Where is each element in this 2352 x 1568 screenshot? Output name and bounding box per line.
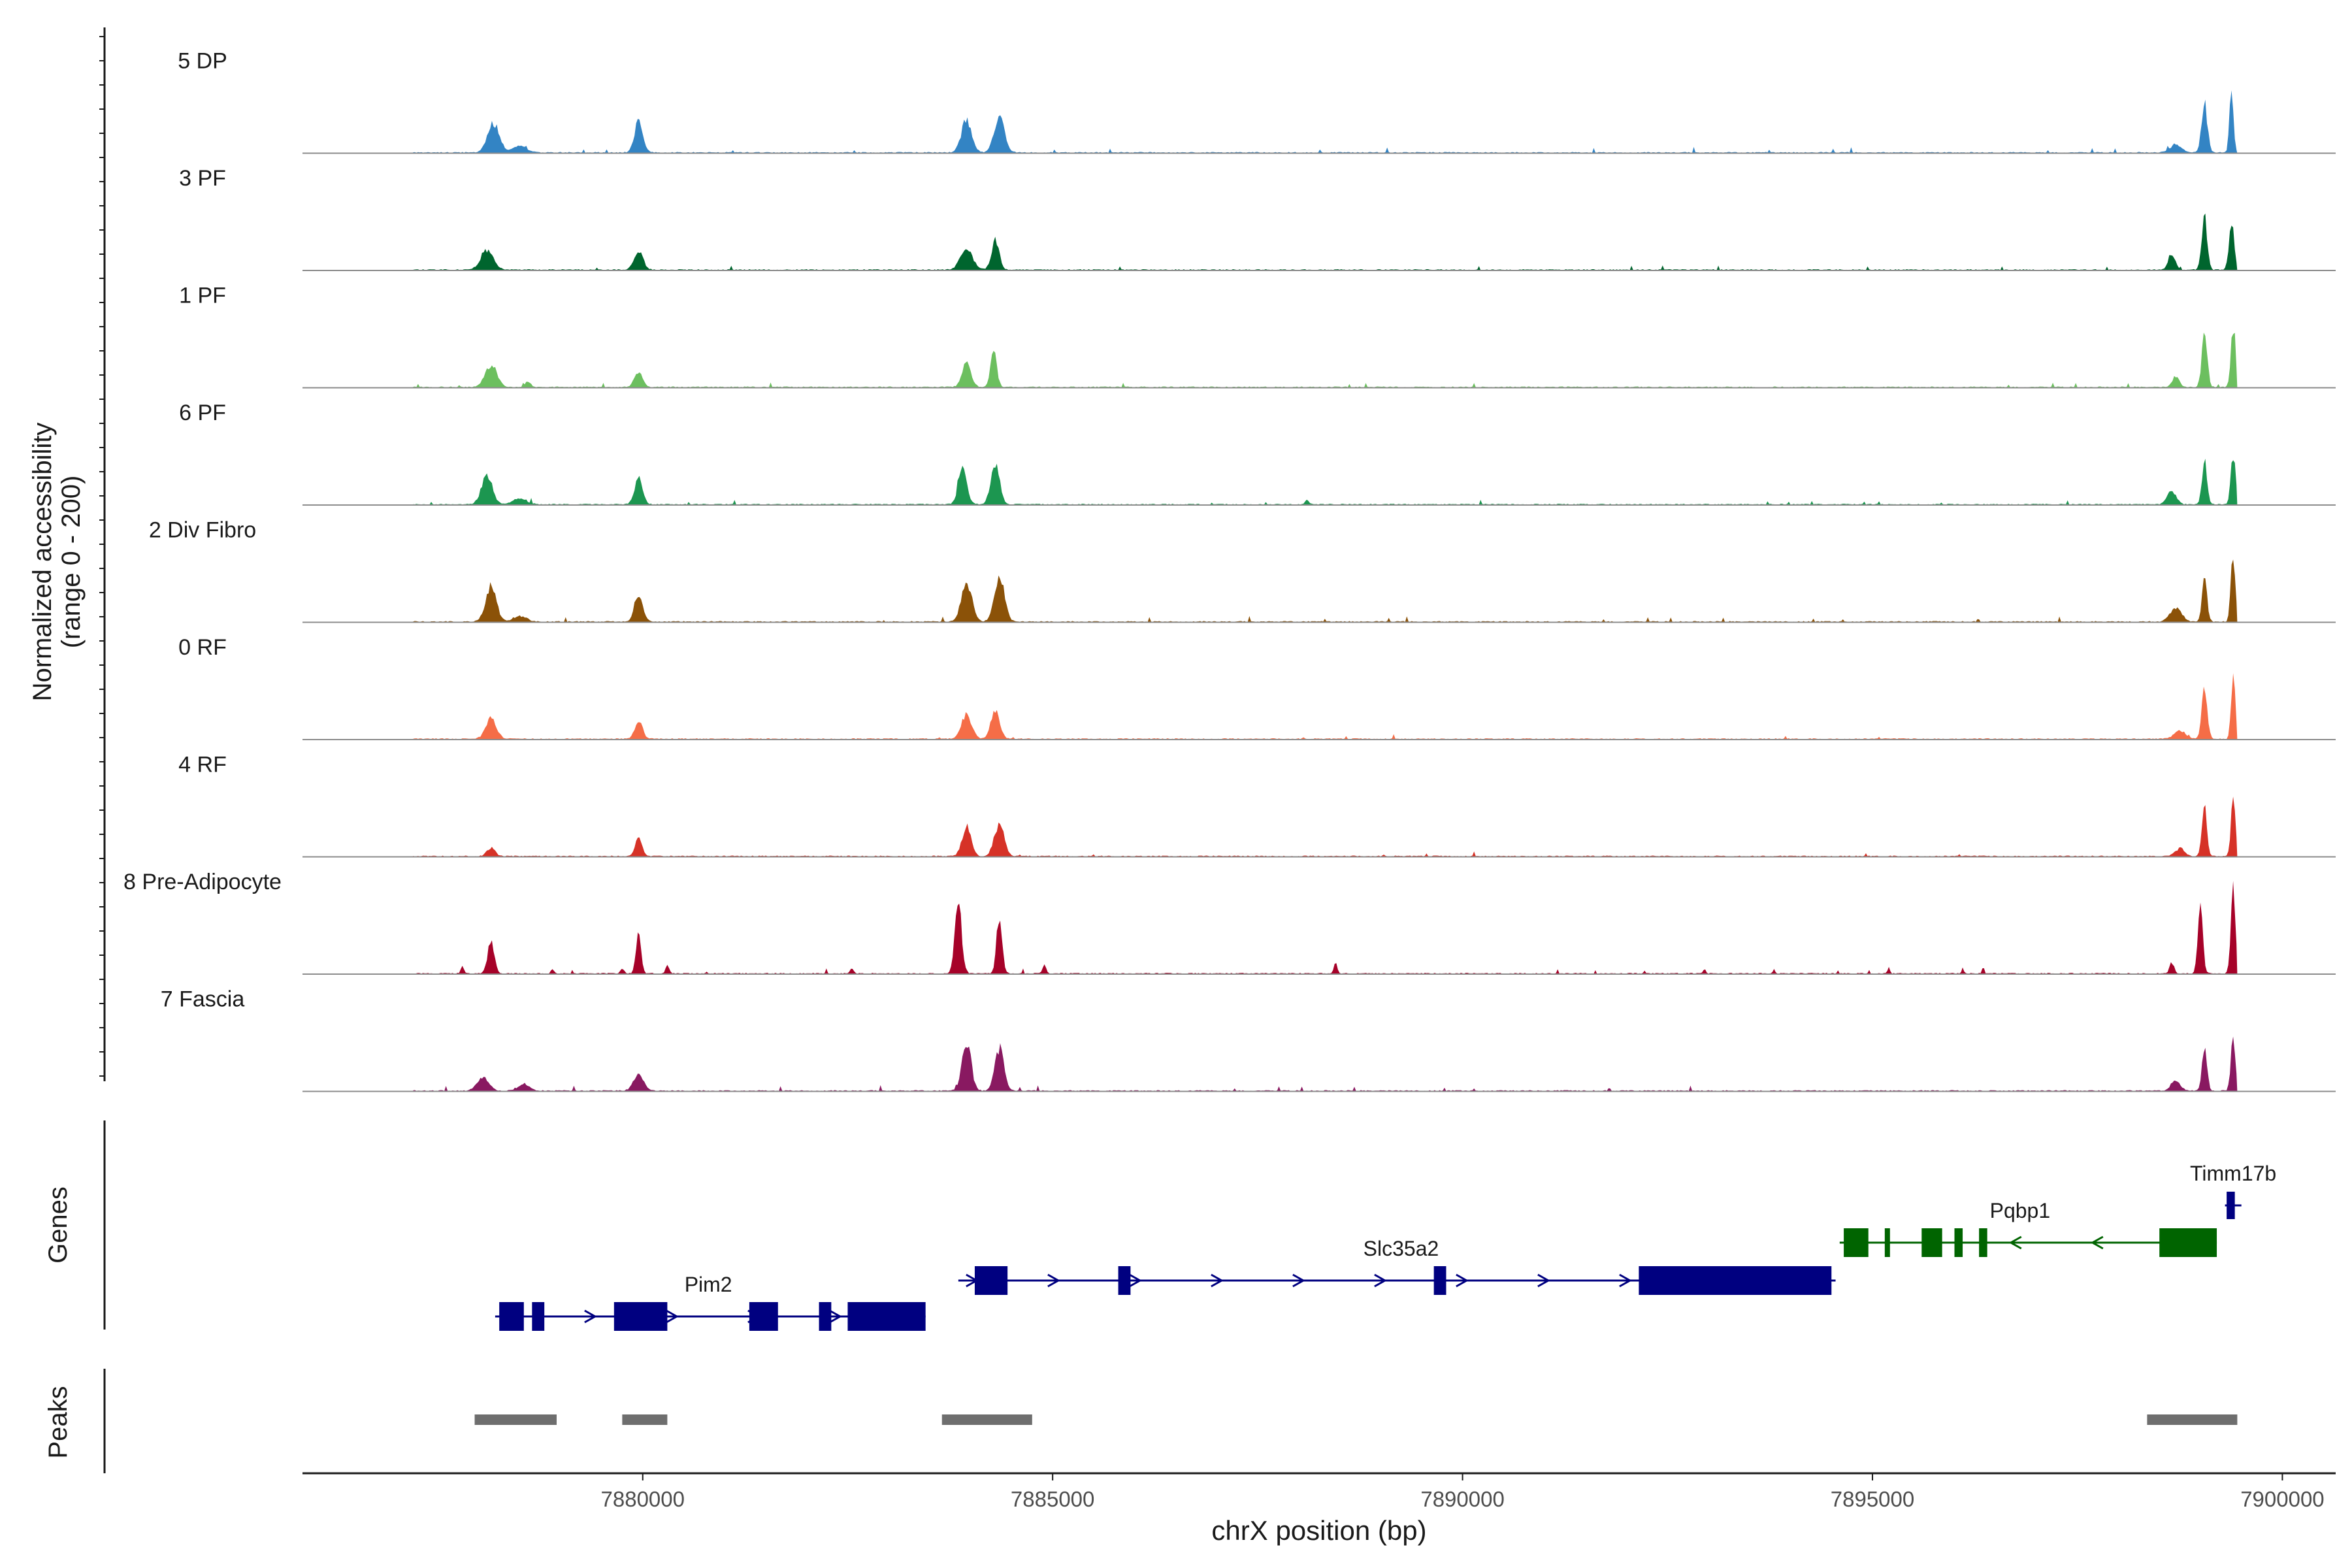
- peak-region: [941, 1414, 1032, 1425]
- gene-label: Pqbp1: [1990, 1199, 2051, 1222]
- strand-arrow: [1374, 1273, 1387, 1288]
- gene-exon: [2227, 1192, 2235, 1219]
- x-axis-label: chrX position (bp): [1211, 1515, 1426, 1546]
- track-area: [413, 559, 2238, 623]
- gene-exon: [974, 1266, 1008, 1295]
- track-area: [413, 213, 2238, 270]
- gene-exon: [1954, 1228, 1963, 1257]
- track-area: [413, 1036, 2238, 1092]
- strand-arrow: [1619, 1273, 1632, 1288]
- gene-exon: [532, 1302, 545, 1331]
- track-area: [413, 796, 2238, 857]
- gene-exon: [1433, 1266, 1446, 1295]
- track-area: [413, 333, 2238, 388]
- gene-timm17b: Timm17b: [2190, 1162, 2276, 1219]
- strand-arrow: [1129, 1273, 1142, 1288]
- track-area: [413, 673, 2238, 740]
- peak-region: [474, 1414, 557, 1425]
- track-area: [413, 90, 2238, 154]
- x-tick-label: 7890000: [1420, 1487, 1504, 1511]
- x-tick-label: 7900000: [2240, 1487, 2324, 1511]
- peaks-panel-label: Peaks: [44, 1386, 73, 1458]
- strand-arrow: [1456, 1273, 1469, 1288]
- gene-label: Timm17b: [2190, 1162, 2276, 1185]
- strand-arrow: [829, 1309, 842, 1324]
- track-label: 7 Fascia: [161, 987, 245, 1012]
- y-axis-label-line-1: Normalized accessibility: [28, 423, 57, 702]
- track-area: [413, 881, 2238, 974]
- strand-arrow: [1047, 1273, 1060, 1288]
- track-5-dp: 5 DP: [178, 49, 2336, 154]
- gene-exon: [2159, 1228, 2217, 1257]
- gene-pim2: Pim2: [495, 1273, 926, 1331]
- gene-label: Slc35a2: [1364, 1237, 1439, 1260]
- strand-arrow: [1537, 1273, 1550, 1288]
- track-label: 5 DP: [178, 49, 227, 74]
- gene-slc35a2: Slc35a2: [958, 1237, 1836, 1295]
- track-6-pf: 6 PF: [179, 400, 2336, 506]
- y-axis-label-line-2: (range 0 - 200): [57, 476, 86, 649]
- gene-exon: [819, 1302, 832, 1331]
- track-label: 2 Div Fibro: [149, 518, 256, 543]
- gene-pqbp1: Pqbp1: [1839, 1199, 2217, 1257]
- coverage-tracks: 5 DP 3 PF 1 PF 6 PF 2 Div Fibro 0 RF 4 RF 8 Pre…: [123, 49, 2336, 1092]
- gene-exon: [613, 1302, 668, 1331]
- gene-exon: [1921, 1228, 1942, 1257]
- gene-annotation-panel: Pim2 Slc35a2 Pqbp1 Timm17b: [495, 1162, 2276, 1331]
- track-label: 8 Pre-Adipocyte: [123, 870, 282, 894]
- track-label: 1 PF: [179, 284, 226, 308]
- strand-arrow: [2008, 1235, 2022, 1250]
- strand-arrow: [2090, 1235, 2104, 1250]
- x-tick-label: 7885000: [1011, 1487, 1094, 1511]
- gene-exon: [1118, 1266, 1131, 1295]
- peak-region: [2147, 1414, 2238, 1425]
- track-0-rf: 0 RF: [178, 635, 2336, 740]
- track-2-div-fibro: 2 Div Fibro: [149, 518, 2336, 623]
- track-label: 3 PF: [179, 166, 226, 191]
- track-4-rf: 4 RF: [178, 753, 2336, 858]
- y-axis-label: Normalized accessibility(range 0 - 200): [28, 423, 86, 702]
- gene-exon: [847, 1302, 926, 1331]
- peaks-panel: [474, 1414, 2238, 1425]
- track-label: 0 RF: [178, 635, 227, 660]
- gene-exon: [1884, 1228, 1890, 1257]
- track-7-fascia: 7 Fascia: [161, 987, 2336, 1092]
- strand-arrow: [1292, 1273, 1305, 1288]
- track-8-pre-adipocyte: 8 Pre-Adipocyte: [123, 870, 2336, 975]
- axes: Normalized accessibility(range 0 - 200) G…: [28, 27, 2336, 1546]
- gene-exon: [1639, 1266, 1832, 1295]
- strand-arrow: [1211, 1273, 1224, 1288]
- gene-exon: [1844, 1228, 1869, 1257]
- gene-label: Pim2: [685, 1273, 732, 1296]
- track-label: 4 RF: [178, 753, 227, 777]
- gene-exon: [1979, 1228, 1987, 1257]
- track-label: 6 PF: [179, 400, 226, 425]
- track-1-pf: 1 PF: [179, 284, 2336, 389]
- x-tick-label: 7880000: [601, 1487, 685, 1511]
- gene-exon: [749, 1302, 778, 1331]
- peak-region: [622, 1414, 668, 1425]
- strand-arrow: [584, 1309, 597, 1324]
- genes-panel-label: Genes: [44, 1186, 73, 1264]
- track-3-pf: 3 PF: [179, 166, 2336, 271]
- track-area: [413, 459, 2238, 505]
- x-tick-label: 7895000: [1831, 1487, 1914, 1511]
- gene-exon: [499, 1302, 524, 1331]
- strand-arrow: [666, 1309, 679, 1324]
